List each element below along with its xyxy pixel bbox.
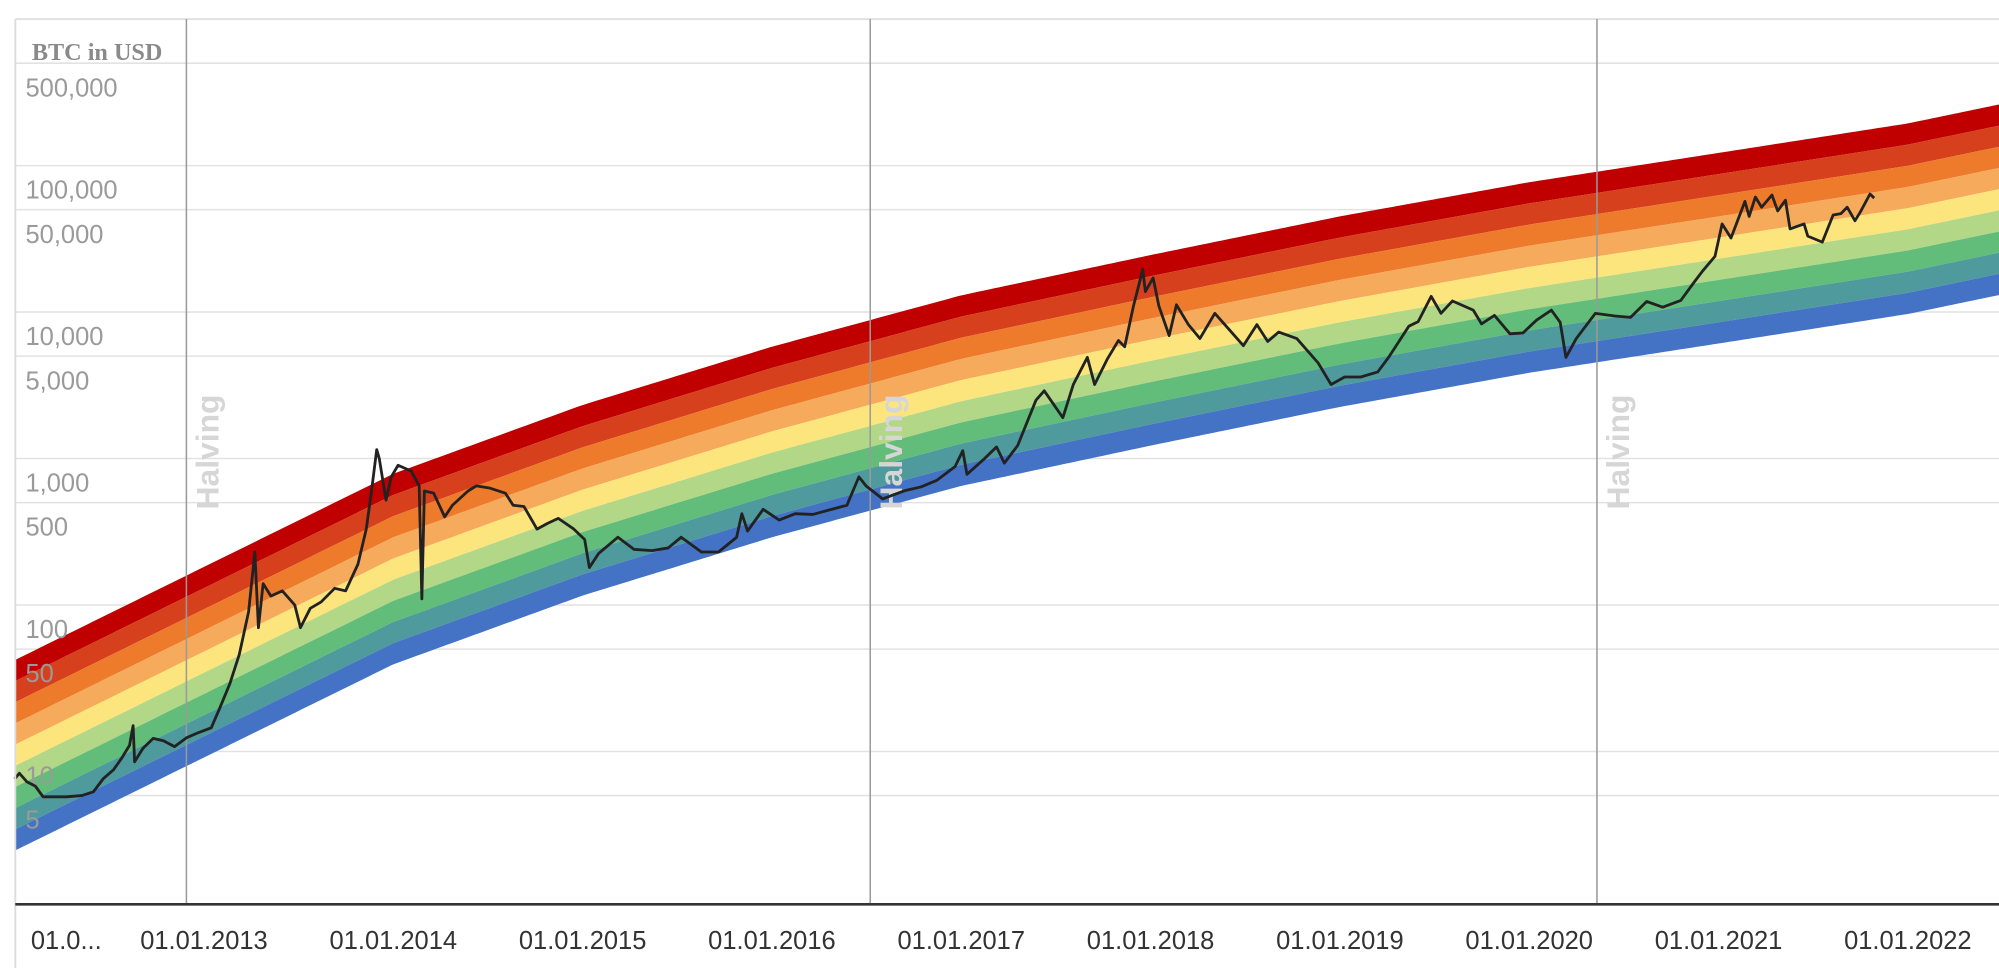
y-tick-label: 5 xyxy=(25,807,39,835)
y-tick-label: 10,000 xyxy=(25,323,103,351)
x-axis-ticks: 01.0... 01.01.2013 01.01.2014 01.01.2015 01.… xyxy=(31,927,1972,955)
btc-price-line xyxy=(13,192,1876,799)
chart-title: BTC in USD xyxy=(32,39,163,66)
y-tick-label: 5,000 xyxy=(25,367,89,395)
y-tick-label: 100,000 xyxy=(25,177,117,205)
axes xyxy=(14,19,1999,968)
y-tick-label: 1,000 xyxy=(25,470,89,498)
y-tick-label: 50,000 xyxy=(25,221,103,249)
x-tick-label: 01.01.2016 xyxy=(708,927,836,955)
halving-label: Halving xyxy=(1600,395,1636,510)
halving-markers: Halving Halving Halving xyxy=(185,19,1636,905)
x-tick-label: 01.01.2022 xyxy=(1844,927,1972,955)
x-tick-label: 01.01.2021 xyxy=(1655,927,1783,955)
rainbow-bands xyxy=(15,104,1999,851)
x-tick-label: 01.0... xyxy=(31,927,102,955)
price-line-layer xyxy=(13,192,1876,799)
y-axis-ticks: 500,000 100,000 50,000 10,000 5,000 1,000 500 1… xyxy=(25,74,117,834)
x-tick-label: 01.01.2019 xyxy=(1276,927,1404,955)
y-tick-label: 100 xyxy=(25,616,68,644)
x-tick-label: 01.01.2018 xyxy=(1087,927,1215,955)
x-tick-label: 01.01.2014 xyxy=(330,927,458,955)
y-tick-label: 500 xyxy=(25,514,68,542)
x-tick-label: 01.01.2013 xyxy=(140,927,268,955)
x-tick-label: 01.01.2020 xyxy=(1465,927,1593,955)
y-tick-label: 50 xyxy=(25,660,53,688)
halving-label: Halving xyxy=(189,395,225,510)
y-tick-label: 10 xyxy=(25,763,53,791)
y-tick-label: 500,000 xyxy=(25,74,117,102)
x-tick-label: 01.01.2017 xyxy=(897,927,1025,955)
x-tick-label: 01.01.2015 xyxy=(519,927,647,955)
